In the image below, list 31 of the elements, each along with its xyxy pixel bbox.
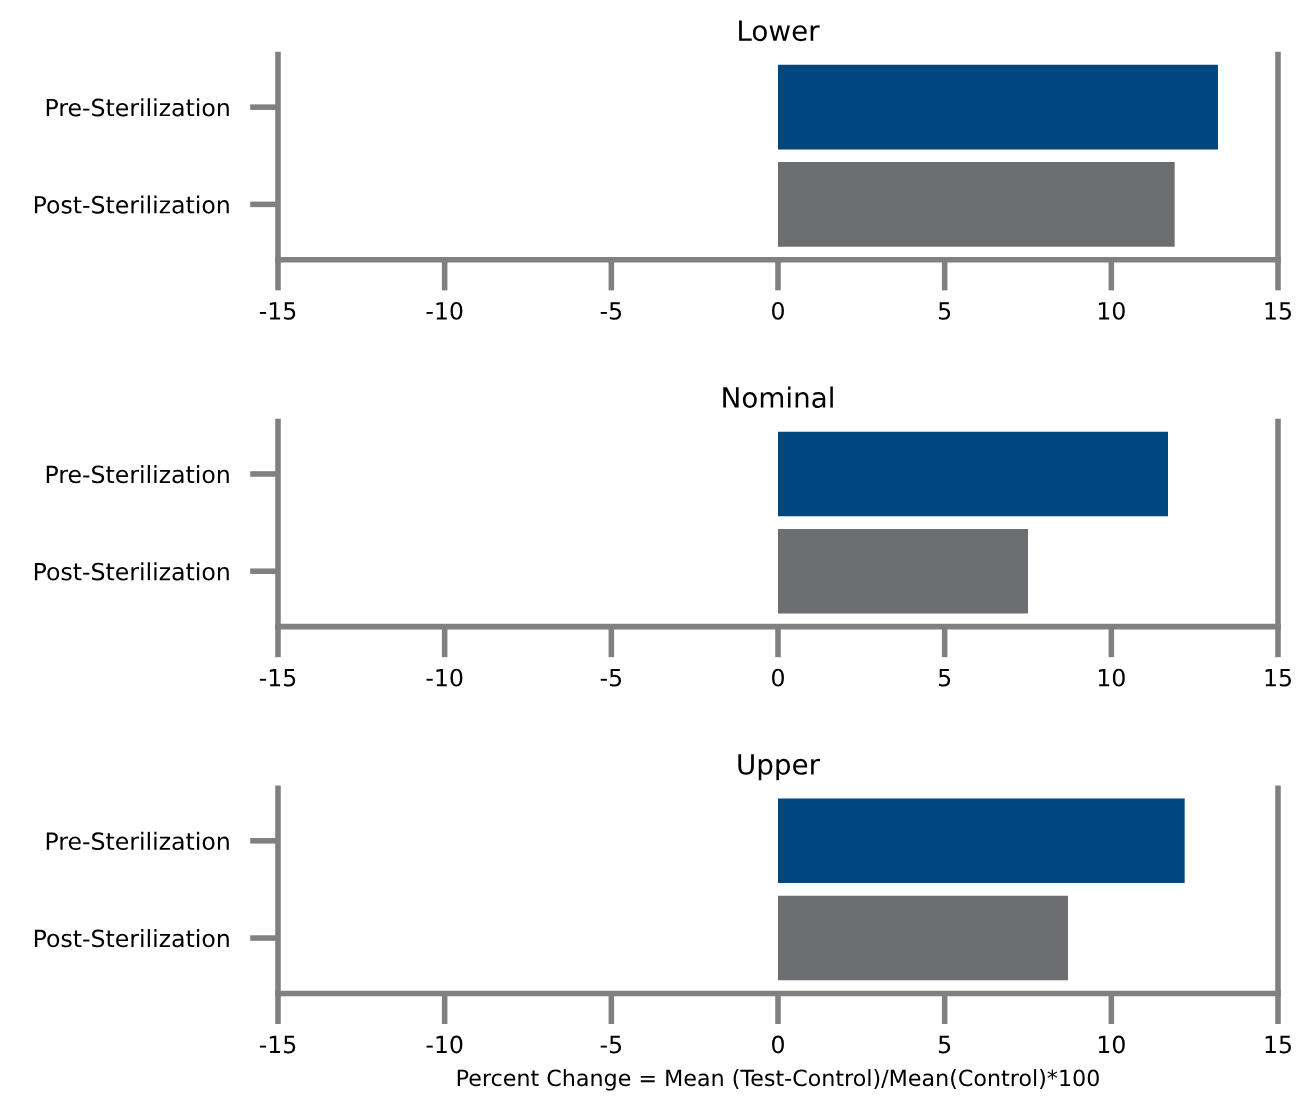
x-tick-label: 0 — [772, 1035, 784, 1054]
x-tick-label: 10 — [1098, 1035, 1125, 1054]
x-tick-label: 0 — [772, 668, 784, 687]
x-tick-label: 5 — [938, 1035, 951, 1054]
x-tick-label: 15 — [1265, 669, 1291, 687]
x-tick-label: 10 — [1098, 668, 1125, 687]
chart-title: Upper — [738, 754, 821, 781]
y-tick-label: Pre-Sterilization — [46, 465, 229, 484]
x-tick-label: -5 — [600, 669, 622, 687]
x-axis-title: Percent Change = Mean (Test-Control)/Mean(Control)*100 — [457, 1069, 1099, 1091]
y-tick-label: Post-Sterilization — [34, 195, 229, 214]
x-tick-label: -15 — [259, 669, 296, 687]
x-tick-label: -10 — [426, 301, 463, 320]
y-tick-label: Post-Sterilization — [34, 929, 229, 948]
chart-title: Nominal — [723, 386, 833, 408]
y-tick-label: Post-Sterilization — [34, 562, 229, 581]
x-tick-label: 10 — [1098, 301, 1125, 320]
chart-title: Lower — [739, 20, 820, 42]
y-tick-label: Pre-Sterilization — [46, 831, 229, 851]
x-tick-label: -10 — [426, 1035, 463, 1054]
x-tick-label: -10 — [426, 668, 463, 687]
x-tick-label: 15 — [1265, 302, 1291, 320]
x-tick-label: 5 — [938, 669, 951, 687]
x-tick-label: -5 — [600, 302, 622, 320]
x-tick-label: -15 — [259, 1035, 296, 1054]
x-tick-label: 15 — [1265, 1035, 1291, 1054]
y-tick-label: Pre-Sterilization — [46, 98, 229, 117]
x-tick-label: 5 — [938, 302, 951, 320]
x-tick-label: -15 — [259, 302, 296, 320]
x-tick-label: -5 — [600, 1035, 622, 1054]
x-tick-label: 0 — [772, 301, 784, 320]
